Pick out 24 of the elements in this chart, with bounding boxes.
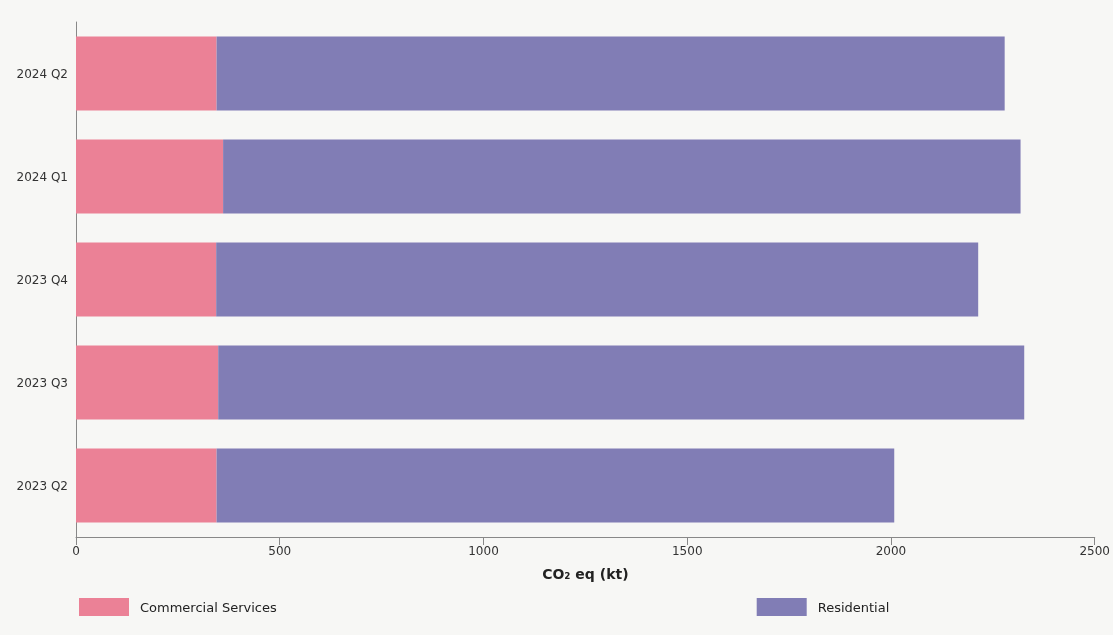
bar: [76, 448, 217, 523]
bar: [76, 36, 217, 111]
y-tick-label: 2024 Q2: [16, 66, 68, 81]
legend-label: Commercial Services: [140, 599, 277, 615]
x-tick-label: 2500: [1079, 544, 1110, 558]
bar: [216, 448, 895, 523]
x-tick-label: 500: [268, 544, 292, 558]
x-tick-label: 1000: [468, 544, 499, 558]
bar: [223, 139, 1021, 214]
y-tick-label: 2023 Q2: [16, 478, 68, 493]
bar: [218, 345, 1025, 420]
bar: [76, 242, 217, 317]
bar: [76, 139, 224, 214]
y-tick-label: 2023 Q4: [16, 272, 68, 287]
x-axis-title: CO₂ eq (kt): [542, 566, 629, 582]
bar: [216, 242, 979, 317]
bar: [76, 345, 219, 420]
x-tick-label: 0: [72, 544, 80, 558]
y-tick-label: 2024 Q1: [16, 169, 68, 184]
x-tick-label: 1500: [671, 544, 703, 558]
bar: [216, 36, 1005, 111]
y-tick-label: 2023 Q3: [16, 375, 68, 390]
legend-label: Residential: [817, 599, 890, 615]
x-tick-label: 2000: [875, 544, 907, 558]
